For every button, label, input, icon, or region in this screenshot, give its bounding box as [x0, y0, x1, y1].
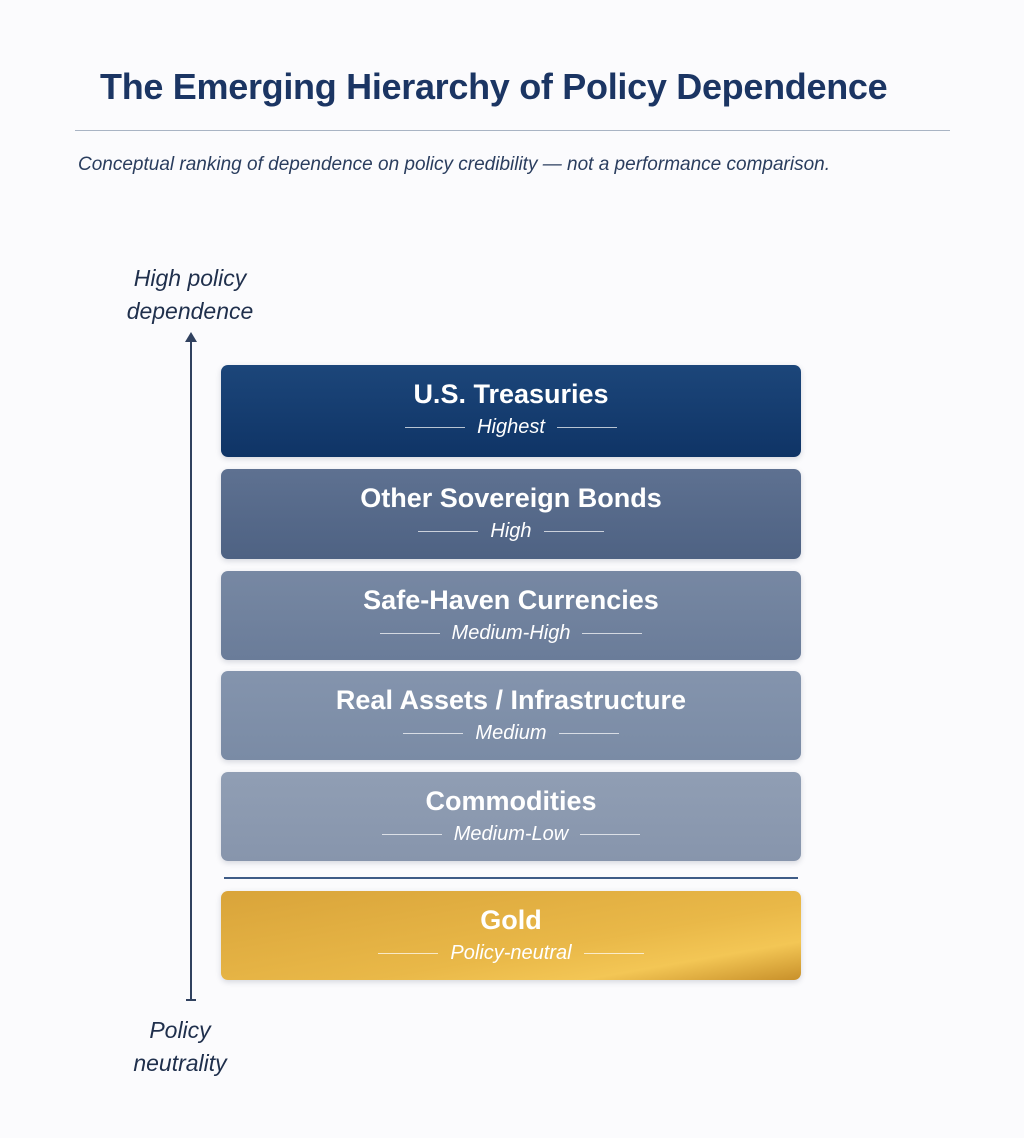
axis-top-label: High policy dependence — [126, 265, 254, 324]
tier-level: Medium-High — [451, 622, 571, 644]
axis-line — [190, 338, 192, 1000]
tier-commodities: Commodities Medium-Low — [221, 772, 801, 861]
arrow-up-icon — [185, 332, 197, 342]
tier-level: Policy-neutral — [450, 942, 572, 964]
tier-us-treasuries: U.S. Treasuries Highest — [221, 365, 801, 457]
axis-bottom-label: Policy neutrality — [133, 1017, 227, 1076]
title-rule — [75, 130, 950, 131]
decor-line — [378, 953, 439, 954]
tier-other-sovereign-bonds: Other Sovereign Bonds High — [221, 469, 801, 559]
tier-level: Highest — [477, 416, 545, 438]
axis-tick — [186, 999, 196, 1001]
gold-divider — [224, 877, 798, 879]
tier-name: Other Sovereign Bonds — [360, 483, 662, 513]
tier-name: Safe-Haven Currencies — [363, 585, 659, 615]
decor-line — [405, 427, 466, 428]
tier-name: Commodities — [425, 786, 597, 816]
tier-real-assets: Real Assets / Infrastructure Medium — [221, 671, 801, 760]
decor-line — [583, 953, 644, 954]
page-title: The Emerging Hierarchy of Policy Depende… — [100, 66, 888, 107]
decor-line — [558, 733, 619, 734]
decor-line — [379, 633, 440, 634]
decor-line — [403, 733, 464, 734]
decor-line — [543, 531, 604, 532]
tier-name: Real Assets / Infrastructure — [335, 685, 687, 715]
tier-name: Gold — [480, 905, 542, 935]
decor-line — [381, 834, 442, 835]
tier-level: Medium — [475, 722, 547, 744]
decor-line — [580, 834, 641, 835]
decor-line — [418, 531, 479, 532]
tier-level: Medium-Low — [453, 823, 569, 845]
tier-safe-haven-currencies: Safe-Haven Currencies Medium-High — [221, 571, 801, 660]
decor-line — [582, 633, 643, 634]
decor-line — [556, 427, 617, 428]
tier-name: U.S. Treasuries — [413, 379, 609, 409]
subtitle: Conceptual ranking of dependence on poli… — [78, 154, 830, 175]
tier-level: High — [490, 520, 532, 542]
tier-gold: Gold Policy-neutral — [221, 891, 801, 980]
